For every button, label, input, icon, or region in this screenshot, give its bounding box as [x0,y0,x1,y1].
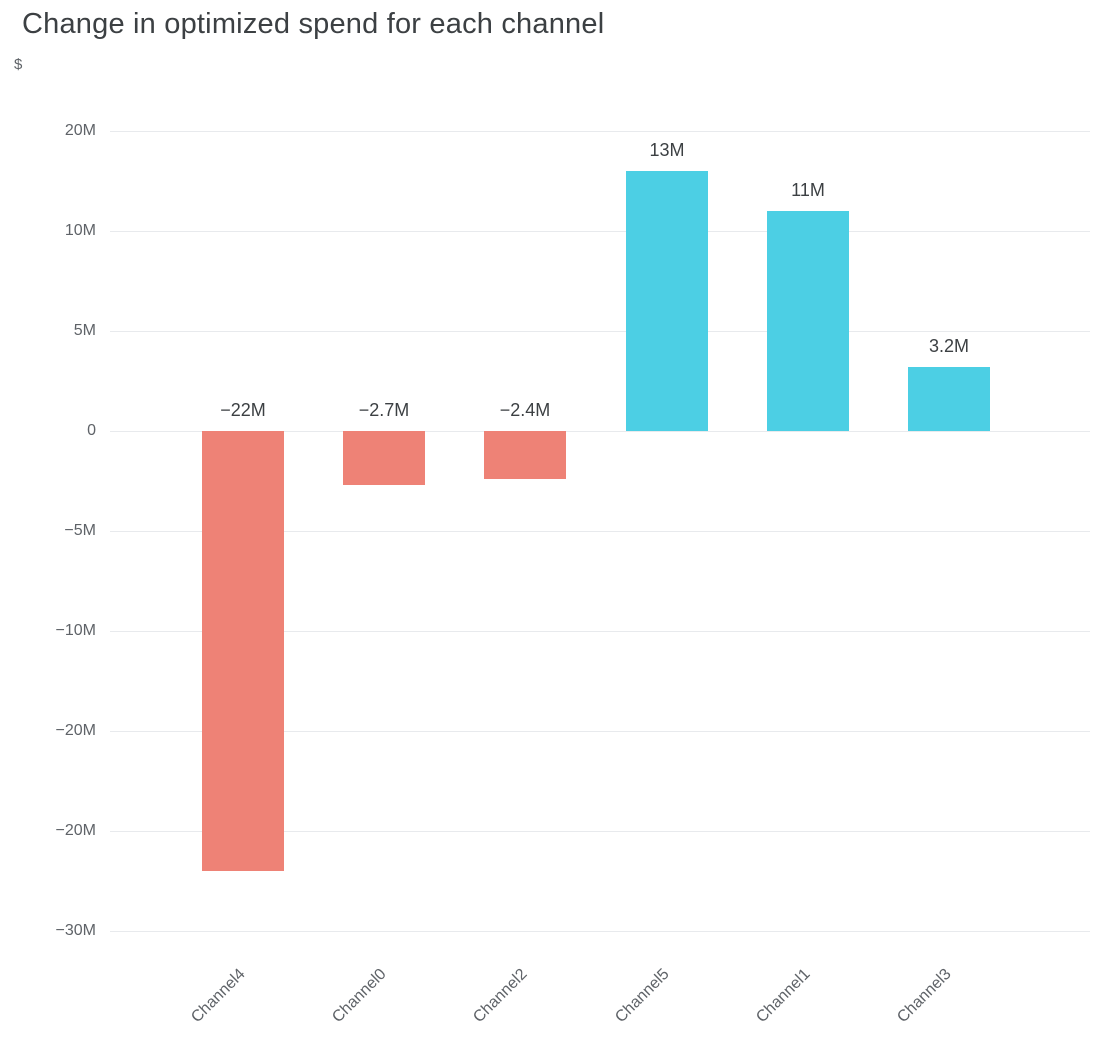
y-axis-unit-label: $ [14,56,23,73]
gridline [110,631,1090,632]
gridline [110,831,1090,832]
bar-value-label: 3.2M [928,336,970,356]
x-tick-label: Channel5 [612,965,673,1027]
y-tick-label: 10M [64,222,96,239]
bar-channel5[interactable] [626,171,708,431]
bar-value-label: −2.4M [499,400,551,420]
gridline [110,431,1090,432]
gridline [110,931,1090,932]
y-tick-label: −5M [64,522,96,539]
chart-title: Change in optimized spend for each chann… [22,8,605,40]
gridline [110,531,1090,532]
gridline [110,331,1090,332]
bar-value-label: 13M [649,140,685,160]
gridline [110,731,1090,732]
bar-channel4[interactable] [202,431,284,871]
y-tick-label: −20M [55,822,96,839]
bar-channel0[interactable] [343,431,425,485]
x-tick-label: Channel4 [188,965,249,1027]
bar-channel2[interactable] [484,431,566,479]
bar-value-label: 11M [791,180,825,200]
bar-channel3[interactable] [908,367,990,431]
y-tick-label: 5M [73,322,96,339]
x-tick-label: Channel3 [894,965,955,1027]
y-tick-label: 20M [64,122,96,139]
y-tick-label: −30M [55,922,96,939]
bar-channel1[interactable] [767,211,849,431]
bar-value-label: −2.7M [358,400,410,420]
x-tick-label: Channel2 [470,965,531,1027]
x-tick-label: Channel0 [329,965,390,1027]
bar-value-label: −22M [220,400,266,420]
y-tick-label: −20M [55,722,96,739]
y-tick-label: −10M [55,622,96,639]
x-tick-label: Channel1 [753,965,814,1027]
gridline [110,131,1090,132]
gridline [110,231,1090,232]
y-tick-label: 0 [87,422,96,439]
